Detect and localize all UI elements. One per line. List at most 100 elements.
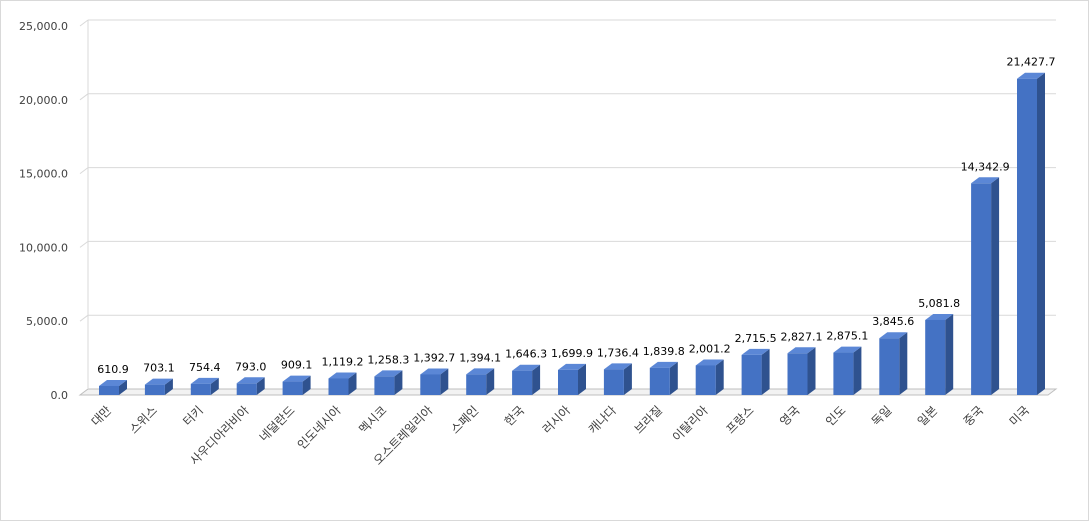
y-tick-label: 0.0 <box>51 389 69 402</box>
bar-side <box>945 313 954 395</box>
bar-top <box>879 332 908 339</box>
bar-side <box>899 332 908 395</box>
bar-1 <box>99 385 119 395</box>
bar-top <box>603 363 632 370</box>
gridline-side <box>79 167 89 175</box>
x-tick-label: 스페인 <box>448 403 481 436</box>
x-tick-label: 인도 <box>823 403 849 429</box>
bar-15 <box>741 354 762 395</box>
gridline-side <box>79 240 89 248</box>
bar-12 <box>603 369 624 395</box>
bar-top <box>787 347 816 354</box>
data-label: 21,427.7 <box>1007 56 1056 69</box>
bar-top <box>374 370 403 377</box>
bar-10 <box>512 370 533 395</box>
bar-20 <box>971 183 992 395</box>
bar-16 <box>787 353 808 395</box>
bar-side <box>1037 72 1045 396</box>
x-tick-label: 터키 <box>180 403 206 429</box>
bar-side <box>669 361 678 395</box>
gridline-side <box>79 19 89 27</box>
bar-top <box>99 379 127 386</box>
bar-side <box>256 377 265 395</box>
bar-side <box>119 379 127 395</box>
bar-top <box>649 361 678 368</box>
bar-top <box>695 359 724 366</box>
x-tick-label: 프랑스 <box>723 403 756 436</box>
bar-2 <box>144 384 165 395</box>
x-tick-label: 한국 <box>502 403 528 429</box>
bar-3 <box>190 383 211 395</box>
bar-side <box>761 348 770 395</box>
bar-side <box>348 372 357 395</box>
x-tick-label: 멕시코 <box>356 403 389 436</box>
bar-side <box>578 363 586 395</box>
data-label: 1,646.3 <box>505 348 547 361</box>
y-tick-label: 10,000.0 <box>19 241 68 254</box>
bar-side <box>164 378 173 395</box>
bar-top <box>144 378 173 385</box>
bar-13 <box>649 367 670 395</box>
bar-side <box>853 346 862 395</box>
bar-11 <box>558 369 578 395</box>
bar-19 <box>925 319 946 395</box>
data-label: 1,258.3 <box>367 353 409 366</box>
bar-top <box>190 377 219 384</box>
bar-top <box>466 368 495 375</box>
data-label: 2,715.5 <box>735 332 777 345</box>
bar-side <box>302 375 311 395</box>
bar-5 <box>282 381 303 395</box>
bar-top <box>971 177 1000 184</box>
bar-top <box>741 348 770 355</box>
data-label: 1,394.1 <box>459 351 501 364</box>
data-label: 703.1 <box>143 362 175 375</box>
bar-top <box>420 368 449 375</box>
data-label: 1,699.9 <box>551 347 593 360</box>
bar-side <box>623 363 632 395</box>
bar-9 <box>466 374 487 395</box>
y-tick-label: 15,000.0 <box>19 168 68 181</box>
bar-4 <box>236 383 257 395</box>
bar-18 <box>879 338 900 395</box>
bar-top <box>925 313 954 320</box>
gridline-side <box>79 314 89 322</box>
bar-top <box>328 372 357 379</box>
data-label: 909.1 <box>281 359 313 372</box>
bar-7 <box>374 376 395 395</box>
bar-top <box>282 375 311 382</box>
y-tick-label: 5,000.0 <box>26 315 68 328</box>
bar-17 <box>833 352 854 395</box>
data-label: 1,119.2 <box>322 355 364 368</box>
bar-8 <box>420 374 441 395</box>
bar-14 <box>695 365 716 395</box>
x-tick-label: 중국 <box>961 403 987 429</box>
y-tick-label: 25,000.0 <box>19 20 68 33</box>
x-tick-label: 일본 <box>915 403 941 429</box>
x-tick-label: 독일 <box>869 403 895 429</box>
bar-6 <box>328 378 349 395</box>
y-tick-label: 20,000.0 <box>19 94 68 107</box>
x-tick-label: 네덜란드 <box>257 403 298 444</box>
bar-top <box>512 364 541 371</box>
bar-top <box>1017 72 1045 79</box>
bar-side <box>532 364 541 395</box>
data-label: 1,736.4 <box>597 346 639 359</box>
bar-side <box>440 368 449 395</box>
bar-top <box>833 346 862 353</box>
bar-21 <box>1017 78 1037 396</box>
data-label: 610.9 <box>97 363 129 376</box>
bar-side <box>991 177 1000 395</box>
x-tick-label: 캐나다 <box>586 403 619 436</box>
data-label: 2,001.2 <box>689 342 731 355</box>
x-tick-label: 미국 <box>1007 403 1033 429</box>
bar-side <box>807 347 816 395</box>
x-tick-label: 대만 <box>89 403 115 429</box>
bar-top <box>236 377 265 384</box>
x-tick-label: 이탈리아 <box>670 403 711 444</box>
data-label: 2,875.1 <box>826 330 868 343</box>
bar-side <box>486 368 495 395</box>
data-label: 754.4 <box>189 361 221 374</box>
x-tick-label: 러시아 <box>540 403 573 436</box>
